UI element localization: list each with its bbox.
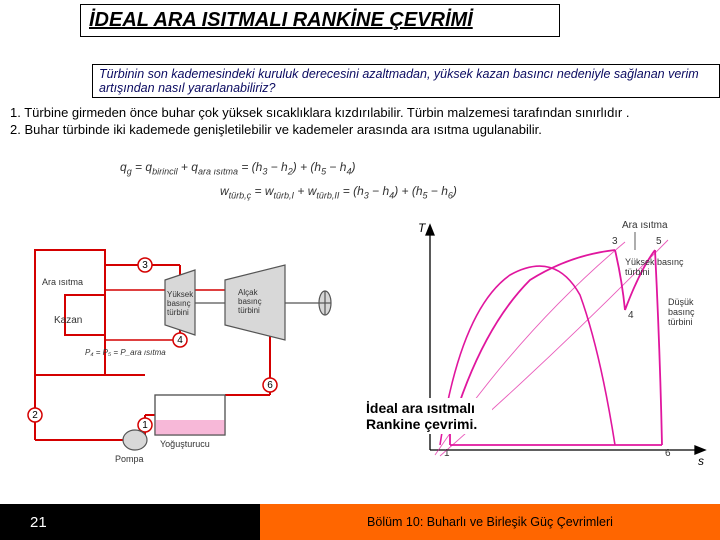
equation-heat: qg = qbirincil + qara ısıtma = (h3 − h2)… <box>120 160 355 176</box>
node-1: 1 <box>142 420 148 431</box>
node-4: 4 <box>177 335 183 346</box>
ts-node-1: 1 <box>444 448 450 459</box>
label-p4: P₄ = P₅ = P_ara ısıtma <box>85 348 166 357</box>
axis-x-label: s <box>698 454 704 468</box>
ts-node-4: 4 <box>628 310 634 321</box>
cycle-schematic: 3 4 5 6 1 2 Kazan Ara ısıtma Yüksekbasın… <box>10 215 360 475</box>
ts-label-yb: Yüksek basınçtürbini <box>625 257 684 277</box>
ts-label-db: Düşükbasınçtürbini <box>668 297 695 327</box>
body-text: 1. Türbine girmeden önce buhar çok yükse… <box>10 105 710 139</box>
node-3: 3 <box>142 260 148 271</box>
label-yog: Yoğuşturucu <box>160 439 210 449</box>
ts-node-3: 3 <box>612 236 618 247</box>
label-pompa: Pompa <box>115 454 144 464</box>
slide-footer: 21 Bölüm 10: Buharlı ve Birleşik Güç Çev… <box>0 504 720 540</box>
body-paragraph-2: 2. Buhar türbinde iki kademede genişleti… <box>10 122 710 139</box>
ts-label-ara: Ara ısıtma <box>622 220 668 231</box>
equation-work: wtürb,ç = wtürb,I + wtürb,II = (h3 − h4)… <box>220 184 457 200</box>
slide-title: İDEAL ARA ISITMALI RANKİNE ÇEVRİMİ <box>80 4 560 37</box>
figure-caption: İdeal ara ısıtmalı Rankine çevrimi. <box>362 398 492 434</box>
page-number: 21 <box>0 504 260 540</box>
body-paragraph-1: 1. Türbine girmeden önce buhar çok yükse… <box>10 105 710 122</box>
node-2: 2 <box>32 410 38 421</box>
ts-node-6: 6 <box>665 448 671 459</box>
ts-node-5: 5 <box>656 236 662 247</box>
label-ara: Ara ısıtma <box>42 277 83 287</box>
label-kazan: Kazan <box>54 315 82 326</box>
node-6: 6 <box>267 380 273 391</box>
chapter-title: Bölüm 10: Buharlı ve Birleşik Güç Çevrim… <box>260 504 720 540</box>
subtitle-question: Türbinin son kademesindeki kuruluk derec… <box>92 64 720 98</box>
ts-diagram: T s 1 2 3 4 5 6 Ara ısıtma Yüksek basınç… <box>400 210 710 475</box>
axis-y-label: T <box>418 221 427 235</box>
